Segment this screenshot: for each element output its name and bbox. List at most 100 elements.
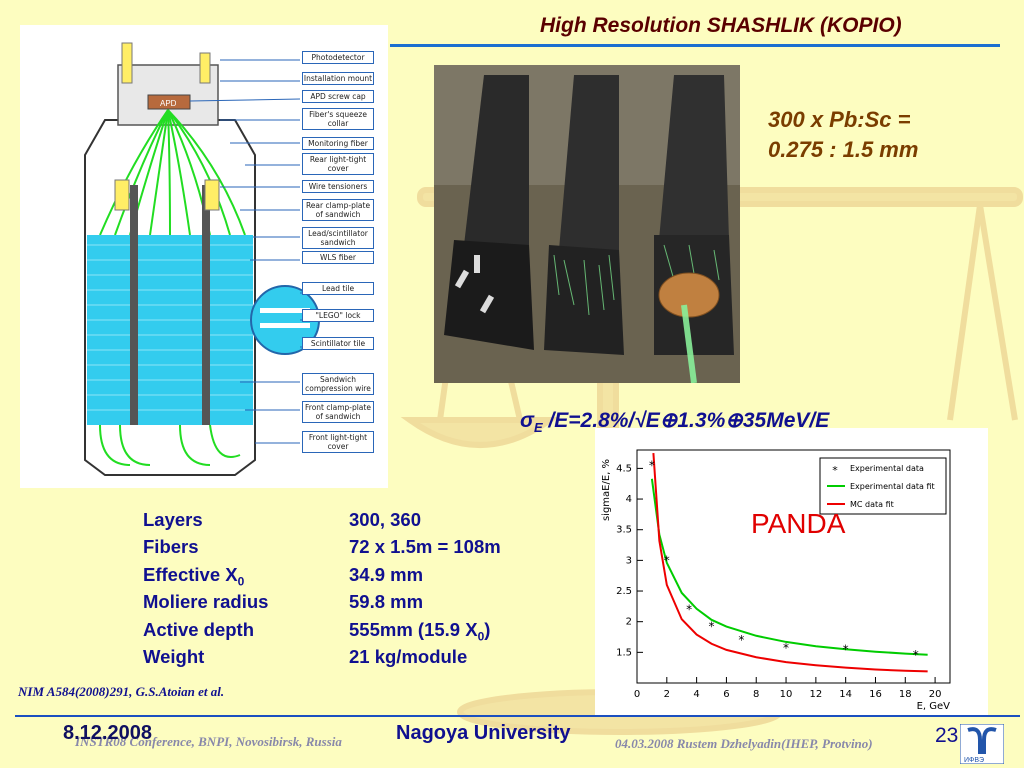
x-tick-label: 16 (869, 689, 882, 700)
diagram-callout: Front light-tight cover (302, 431, 374, 453)
diagram-callout: Photodetector (302, 51, 374, 64)
data-point: * (686, 602, 692, 616)
spec-value-text: 72 x 1.5m = 108m (349, 536, 501, 558)
spec-name-sub: 0 (237, 574, 245, 589)
energy-resolution-formula: σE /E=2.8%/√E⊕1.3%⊕35MeV/E (520, 408, 829, 435)
spec-name-text: Moliere radius (143, 591, 269, 613)
spec-value: 555mm (15.9 X0) (349, 616, 490, 651)
panda-label: PANDA (751, 508, 846, 539)
diagram-callout: Monitoring fiber (302, 137, 374, 150)
data-point: * (738, 633, 744, 647)
footer-conference: INSTR08 Conference, BNPI, Novosibirsk, R… (75, 734, 342, 749)
spec-value: 300, 360 (349, 506, 421, 533)
spec-value-end: ) (484, 618, 491, 640)
data-point: * (843, 642, 849, 656)
spec-name-text: Effective X (143, 563, 238, 585)
ihep-logo: ИФВЭ (960, 724, 1004, 764)
footer-organization: Nagoya University (396, 722, 571, 744)
data-point: * (664, 553, 670, 567)
data-point: * (783, 641, 789, 655)
module-photo-drawing (434, 65, 740, 383)
spec-name: Moliere radius (143, 588, 268, 615)
footer-date: 8.12.2008 (63, 722, 152, 744)
spec-name-text: Weight (143, 645, 205, 667)
x-axis-label: E, GeV (917, 701, 951, 712)
x-tick-label: 20 (929, 689, 942, 700)
spec-name-text: Fibers (143, 536, 199, 558)
diagram-callout: Rear light-tight cover (302, 153, 374, 175)
diagram-callout: Scintillator tile (302, 337, 374, 350)
apd-label: APD (160, 99, 177, 108)
x-tick-label: 0 (634, 689, 640, 700)
legend-entry: MC data fit (850, 500, 894, 509)
spec-value-text: 21 kg/module (349, 645, 468, 667)
legend-marker-data: * (832, 464, 838, 477)
y-tick-label: 1.5 (616, 647, 632, 658)
spec-value-text: 59.8 mm (349, 591, 424, 613)
module-diagram-drawing: APD (84, 42, 320, 476)
spec-value: 72 x 1.5m = 108m (349, 533, 501, 560)
diagram-callout: APD screw cap (302, 90, 374, 103)
diagram-callout: Installation mount (302, 72, 374, 85)
x-tick-label: 12 (809, 689, 822, 700)
spec-value-text: 300, 360 (349, 509, 422, 530)
spec-name: Effective X0 (143, 561, 244, 596)
pb-sc-ratio-note: 300 x Pb:Sc = 0.275 : 1.5 mm (768, 107, 919, 162)
diagram-callout: Lead tile (302, 282, 374, 295)
data-point: * (913, 648, 919, 662)
diagram-callout: Front clamp-plate of sandwich (302, 401, 374, 423)
resolution-plot: 0 2 4 6 8 10 12 14 16 18 20 1.5 2 2.5 3 3.5 4 4.5 E, GeV si… (595, 428, 988, 715)
y-tick-label: 3.5 (616, 525, 632, 536)
spec-value: 21 kg/module (349, 643, 467, 670)
diagram-callout: Rear clamp-plate of sandwich (302, 199, 374, 221)
spec-name: Layers (143, 506, 203, 533)
formula-sub: E (533, 420, 543, 436)
x-tick-label: 18 (899, 689, 912, 700)
footer-author: 04.03.2008 Rustem Dzhelyadin(IHEP, Protv… (615, 736, 873, 751)
spec-value-text: 555mm (15.9 X (349, 618, 478, 640)
y-tick-label: 2 (626, 617, 632, 628)
diagram-callout: Sandwich compression wire (302, 373, 374, 395)
citation: NIM A584(2008)291, G.S.Atoian et al. (18, 684, 225, 699)
y-tick-label: 2.5 (616, 586, 632, 597)
spec-name: Fibers (143, 533, 199, 560)
spec-name-text: Active depth (143, 618, 255, 640)
resolution-plot-svg: 0 2 4 6 8 10 12 14 16 18 20 1.5 2 2.5 3 3.5 4 4.5 E, GeV si… (601, 449, 951, 712)
slide-title: High Resolution SHASHLIK (KOPIO) (540, 14, 902, 37)
diagram-callout: Wire tensioners (302, 180, 374, 193)
mc-fit-line (652, 452, 928, 673)
diagram-callout: WLS fiber (302, 251, 374, 264)
page-number: 23 (935, 724, 959, 747)
diagram-callout: "LEGO" lock (302, 309, 374, 322)
y-tick-label: 3 (626, 555, 632, 566)
logo-text: ИФВЭ (964, 757, 984, 764)
x-tick-label: 6 (723, 689, 729, 700)
diagram-callout: Lead/scintillator sandwich (302, 227, 374, 249)
x-tick-label: 2 (664, 689, 670, 700)
formula-body: /E=2.8%/√E⊕1.3%⊕35MeV/E (542, 409, 830, 432)
module-photo (434, 65, 740, 383)
y-tick-label: 4.5 (616, 463, 632, 474)
title-rule (390, 44, 1000, 47)
spec-name-text: Layers (143, 509, 203, 530)
x-tick-label: 4 (693, 689, 699, 700)
diagram-callout: Fiber's squeeze collar (302, 108, 374, 130)
x-tick-label: 14 (839, 689, 852, 700)
spec-value-text: 34.9 mm (349, 563, 424, 585)
y-tick-label: 4 (626, 494, 632, 505)
footer-rule (15, 715, 1020, 717)
legend-entry: Experimental data fit (850, 482, 935, 491)
x-tick-label: 8 (753, 689, 759, 700)
spec-value: 34.9 mm (349, 561, 423, 588)
x-tick-label: 10 (780, 689, 793, 700)
legend-entry: Experimental data (850, 464, 924, 473)
module-diagram: APD (20, 25, 388, 488)
formula-sigma: σ (520, 409, 534, 432)
spec-name: Active depth (143, 616, 254, 643)
spec-name: Weight (143, 643, 204, 670)
data-point: * (709, 620, 715, 634)
data-point: * (649, 458, 655, 472)
y-axis-label: sigmaE/E, % (601, 459, 612, 521)
exp-fit-line (650, 478, 928, 656)
spec-value: 59.8 mm (349, 588, 423, 615)
